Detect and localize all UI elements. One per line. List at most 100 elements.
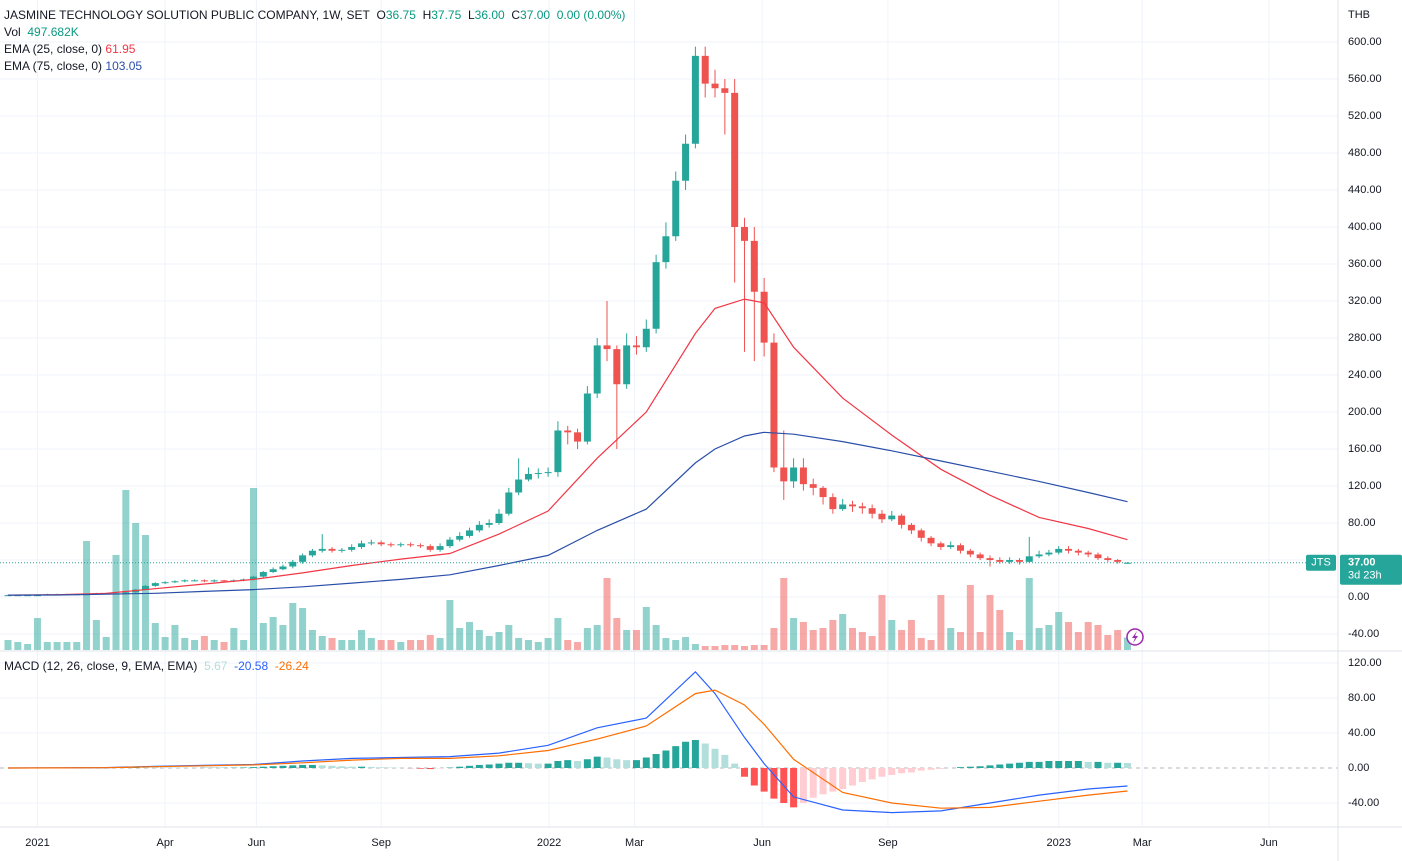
- macd-histogram-bar: [927, 768, 935, 770]
- y-tick-label: 400.00: [1348, 221, 1382, 233]
- y-tick-label: 360.00: [1348, 258, 1382, 270]
- volume-bar: [515, 638, 523, 650]
- ema-name: EMA (25, close, 0): [4, 42, 103, 56]
- macd-histogram-bar: [416, 768, 424, 769]
- y-tick-label: -40.00: [1348, 628, 1379, 640]
- x-tick-label: Jun: [1260, 837, 1278, 849]
- macd-histogram-bar: [308, 764, 316, 768]
- macd-histogram-bar: [790, 768, 798, 808]
- candle-body: [544, 472, 552, 474]
- macd-histogram-bar: [151, 767, 159, 768]
- macd-histogram-bar: [495, 763, 503, 768]
- volume-bar: [780, 578, 788, 650]
- macd-histogram-bar: [1035, 761, 1043, 768]
- volume-bar: [466, 622, 474, 650]
- macd-histogram-bar: [574, 761, 582, 768]
- candle-body: [308, 550, 316, 556]
- volume-bar: [524, 640, 532, 650]
- candle-body: [672, 180, 680, 237]
- macd-histogram-bar: [367, 766, 375, 768]
- volume-bar: [240, 640, 248, 650]
- candle-body: [652, 262, 660, 329]
- volume-bar: [112, 555, 120, 650]
- candle-body: [554, 430, 562, 473]
- volume-bar: [1055, 612, 1063, 650]
- candle-body: [505, 492, 513, 514]
- candle-body: [603, 345, 611, 350]
- candle-body: [318, 548, 326, 551]
- macd-histogram-bar: [829, 768, 837, 792]
- macd-histogram-bar: [917, 768, 925, 771]
- macd-histogram-bar: [701, 743, 709, 768]
- candle-body: [780, 467, 788, 482]
- volume-bar: [289, 603, 297, 650]
- candle-body: [642, 328, 650, 348]
- candle-body: [495, 513, 503, 523]
- volume-bar: [721, 645, 729, 650]
- macd-histogram-bar: [623, 760, 631, 768]
- change: 0.00 (0.00%): [556, 8, 626, 22]
- macd-histogram-bar: [721, 754, 729, 768]
- candle-body: [799, 467, 807, 485]
- volume-bar: [672, 640, 680, 650]
- l-label: L: [467, 8, 475, 22]
- candle-body: [839, 504, 847, 510]
- h-label: H: [422, 8, 432, 22]
- candle-body: [1114, 559, 1122, 562]
- candle-body: [632, 345, 640, 348]
- candle-body: [485, 522, 493, 525]
- volume-bar: [308, 630, 316, 650]
- signal-line: [7, 689, 1128, 809]
- y-tick-label: 600.00: [1348, 36, 1382, 48]
- macd-histogram-bar: [141, 767, 149, 768]
- candle-body: [407, 544, 415, 546]
- volume-bar: [1104, 635, 1112, 650]
- volume-bar: [917, 638, 925, 650]
- macd-histogram-bar: [731, 763, 739, 768]
- macd-histogram-bar: [858, 768, 866, 782]
- ema-legend: EMA (25, close, 0) 61.95: [4, 42, 135, 56]
- candle-body: [33, 595, 41, 597]
- candle-body: [436, 546, 444, 550]
- macd-histogram-bar: [593, 756, 601, 768]
- volume-bar: [505, 625, 513, 650]
- candle-body: [220, 580, 228, 582]
- macd-histogram-bar: [289, 765, 297, 768]
- candle-body: [907, 524, 915, 531]
- candle-body: [731, 92, 739, 227]
- open: 36.75: [385, 8, 416, 22]
- volume-bar: [24, 644, 32, 650]
- macd-histogram-bar: [456, 766, 464, 768]
- volume-bar: [407, 640, 415, 650]
- volume-bar: [957, 632, 965, 650]
- volume-bar: [367, 638, 375, 650]
- candle-body: [1123, 562, 1131, 564]
- macd-histogram-bar: [819, 768, 827, 795]
- candle-body: [328, 548, 336, 551]
- macd-tick-label: 40.00: [1348, 727, 1376, 739]
- volume-bar: [1114, 630, 1122, 650]
- volume-bar: [358, 630, 366, 650]
- volume-bar: [485, 636, 493, 650]
- macd-histogram-bar: [544, 763, 552, 768]
- candle-body: [151, 583, 159, 586]
- volume-bar: [750, 645, 758, 650]
- volume-bar: [230, 628, 238, 650]
- macd-histogram-bar: [878, 768, 886, 777]
- candle-body: [849, 504, 857, 507]
- macd-histogram-bar: [1123, 763, 1131, 768]
- candle-body: [888, 515, 896, 520]
- x-tick-label: Mar: [1133, 837, 1152, 849]
- macd-histogram-bar: [976, 766, 984, 768]
- ema-value: 103.05: [105, 59, 143, 73]
- volume-bar: [446, 600, 454, 650]
- volume-bar: [868, 636, 876, 650]
- macd-histogram-bar: [328, 765, 336, 768]
- macd-histogram-bar: [632, 760, 640, 768]
- volume-bar: [888, 620, 896, 650]
- candle-body: [456, 535, 464, 540]
- volume-bar: [927, 640, 935, 650]
- candle-body: [858, 506, 866, 509]
- macd-histogram-bar: [898, 768, 906, 774]
